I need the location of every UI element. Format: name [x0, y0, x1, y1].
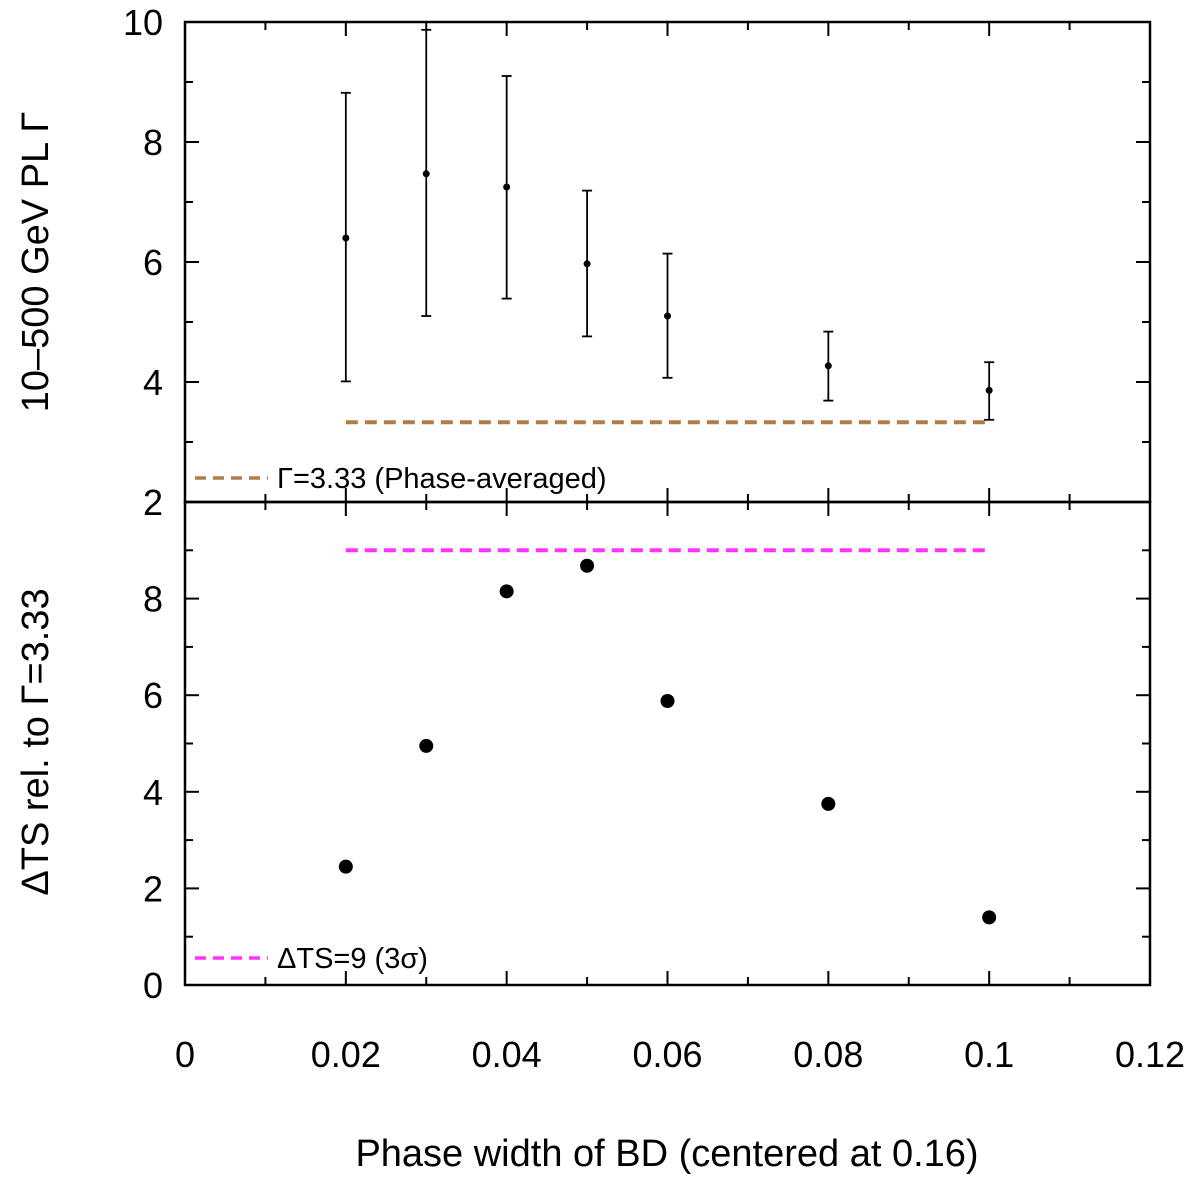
top-legend: Γ=3.33 (Phase-averaged)	[195, 463, 607, 495]
data-point	[419, 738, 434, 753]
y-tick-label: 0	[143, 965, 163, 1006]
bottom-data-points	[338, 558, 997, 925]
top-y-axis-title: 10–500 GeV PL Γ	[15, 112, 57, 413]
bottom-legend: ΔTS=9 (3σ)	[195, 943, 428, 975]
x-tick-label: 0.02	[311, 1034, 381, 1075]
y-tick-label: 8	[143, 579, 163, 620]
x-tick-label: 0.04	[472, 1034, 542, 1075]
data-point	[342, 234, 350, 242]
y-tick-label: 4	[143, 362, 163, 403]
data-point	[580, 558, 595, 573]
x-tick-label: 0.06	[632, 1034, 702, 1075]
data-point	[422, 170, 430, 178]
y-tick-label: 4	[143, 772, 163, 813]
top-panel: 2 4 6 8 10 Γ=3.33 (Phase-averaged) 10–500 Ge…	[15, 2, 1152, 523]
data-point	[660, 693, 675, 708]
data-point	[985, 386, 993, 394]
top-x-ticks	[264, 22, 1071, 502]
bottom-y-axis-title: ΔTS rel. to Γ=3.33	[15, 588, 57, 895]
x-tick-label: 0.12	[1115, 1034, 1185, 1075]
bottom-x-ticks: 0 0.02 0.04 0.06 0.08 0.1 0.12	[175, 502, 1185, 1075]
data-point	[821, 796, 836, 811]
bottom-legend-label: ΔTS=9 (3σ)	[277, 943, 428, 975]
data-point	[338, 859, 353, 874]
y-tick-label: 6	[143, 242, 163, 283]
data-point	[982, 910, 997, 925]
data-point	[664, 312, 671, 320]
x-tick-label: 0.1	[964, 1034, 1014, 1075]
data-point	[503, 183, 511, 191]
top-legend-label: Γ=3.33 (Phase-averaged)	[277, 463, 607, 495]
top-data-points	[342, 170, 993, 394]
data-point	[583, 260, 591, 268]
x-axis-title: Phase width of BD (centered at 0.16)	[355, 1133, 978, 1175]
x-tick-label: 0	[175, 1034, 195, 1075]
y-tick-label: 2	[143, 868, 163, 909]
y-tick-label: 8	[143, 122, 163, 163]
top-y-ticks: 2 4 6 8 10	[123, 2, 1150, 523]
x-tick-label: 0.08	[793, 1034, 863, 1075]
y-tick-label: 2	[143, 482, 163, 523]
bottom-plot-frame	[183, 500, 1152, 987]
data-point	[499, 584, 514, 599]
top-error-bars	[340, 28, 995, 421]
bottom-panel: 0 2 4 6 8 0 0.02 0.04 0.06 0.08 0.1 0.12 ΔTS=9 (3σ…	[15, 500, 1185, 1175]
data-point	[824, 362, 832, 370]
y-tick-label: 10	[123, 2, 163, 43]
y-tick-label: 6	[143, 675, 163, 716]
bottom-y-ticks: 0 2 4 6 8	[143, 549, 1150, 1006]
